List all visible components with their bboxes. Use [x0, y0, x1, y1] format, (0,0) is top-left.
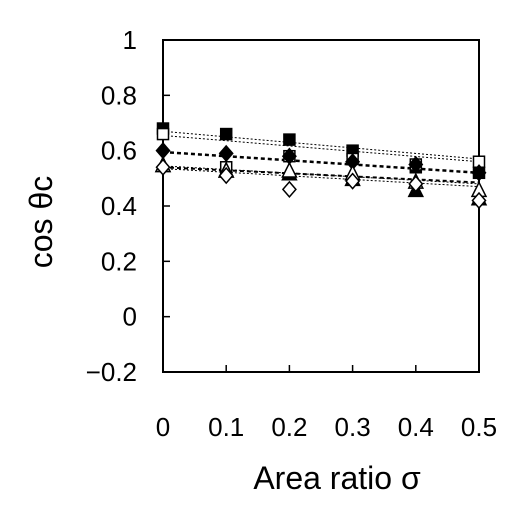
y-tick-label: 0.6: [101, 136, 137, 166]
y-axis-title: cos θc: [23, 176, 59, 268]
trend-line-triangle-filled: [162, 166, 480, 184]
y-tick-label: 0.4: [101, 191, 137, 221]
data-point-diamond-filled: [218, 144, 234, 163]
x-tick-label: 0.4: [398, 412, 434, 442]
data-point-diamond-open: [218, 166, 234, 185]
trend-line-triangle-open: [162, 165, 480, 185]
data-point-square-filled: [219, 127, 233, 141]
trend-line-square-open: [162, 134, 480, 163]
data-markers: [154, 122, 488, 210]
trend-line-square-filled: [162, 130, 480, 160]
x-tick-label: 0.5: [461, 412, 497, 442]
y-tick-label: 0.2: [101, 246, 137, 276]
data-point-square-open: [156, 127, 170, 141]
x-tick-label: 0.3: [335, 412, 371, 442]
plot-area: [162, 39, 480, 373]
x-tick-label: 0.1: [208, 412, 244, 442]
y-tick-label: 0: [123, 302, 137, 332]
x-tick-label: 0: [156, 412, 170, 442]
data-point-diamond-open: [155, 158, 171, 176]
trend-line-diamond-open: [162, 168, 480, 188]
x-axis-title: Area ratio σ: [253, 460, 421, 496]
data-point-diamond-open: [471, 191, 487, 210]
data-point-diamond-open: [345, 172, 361, 190]
data-point-diamond-filled: [408, 155, 424, 174]
data-point-diamond-open: [281, 180, 297, 199]
x-axis-ticks: 0 0.1 0.2 0.3 0.4 0.5: [156, 365, 497, 442]
data-point-diamond-open: [408, 175, 424, 193]
trend-line-diamond-filled: [162, 150, 480, 175]
data-point-triangle-open: [281, 161, 298, 178]
trend-lines: [162, 130, 480, 188]
data-point-square-filled: [283, 133, 296, 146]
data-point-diamond-filled: [471, 164, 487, 182]
y-tick-label: 1: [123, 25, 137, 55]
x-tick-label: 0.2: [271, 412, 307, 442]
y-tick-label: −0.2: [86, 357, 137, 387]
y-tick-label: 0.8: [101, 80, 137, 110]
y-axis-ticks: −0.2 0 0.2 0.4 0.6 0.8 1: [86, 25, 170, 387]
